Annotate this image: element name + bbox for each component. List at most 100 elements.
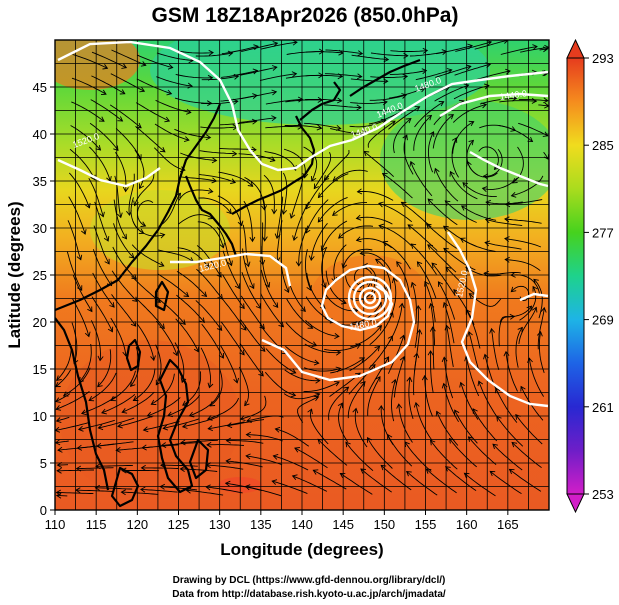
streamline-arrowhead — [128, 252, 135, 259]
streamline-arrowhead — [292, 40, 298, 46]
streamline-arrowhead — [409, 160, 416, 167]
streamline-arrowhead — [449, 170, 455, 177]
streamline — [414, 101, 444, 128]
streamline — [349, 119, 386, 128]
streamline — [388, 303, 403, 343]
streamline-arrowhead — [405, 117, 412, 124]
streamline-arrowhead — [239, 349, 245, 356]
streamline-arrowhead — [336, 97, 343, 104]
geopotential-contours — [57, 40, 549, 408]
streamline-arrowhead — [542, 131, 549, 137]
streamline — [121, 491, 159, 495]
streamline-arrowhead — [467, 330, 473, 337]
streamline — [462, 182, 497, 198]
streamline — [543, 151, 549, 160]
contour-typhoon-outer — [261, 264, 416, 382]
streamline-arrowhead — [356, 104, 362, 111]
streamline-arrowhead — [511, 95, 518, 102]
streamline — [273, 455, 309, 471]
streamline-arrowhead — [459, 237, 466, 243]
streamline-arrowhead — [155, 379, 161, 386]
streamline-arrowhead — [97, 381, 103, 388]
streamline-arrowhead — [337, 402, 343, 409]
streamline-arrowhead — [380, 118, 387, 125]
streamline-arrowhead — [290, 368, 297, 374]
streamline-arrowhead — [101, 408, 107, 415]
streamline-arrowhead — [245, 431, 252, 438]
streamline-arrowhead — [76, 254, 83, 261]
streamline-arrowhead — [360, 468, 366, 474]
coastline-hainan — [125, 338, 142, 372]
streamline-arrowhead — [271, 479, 278, 485]
streamline-arrowhead — [120, 489, 127, 496]
streamline-arrowhead — [338, 233, 344, 239]
streamline-arrowhead — [167, 63, 174, 70]
streamline-arrowhead — [225, 437, 232, 444]
streamline — [482, 177, 518, 190]
streamline — [313, 469, 347, 490]
streamline — [265, 126, 303, 129]
streamline — [324, 317, 361, 326]
streamline — [484, 354, 499, 394]
streamline-arrowhead — [121, 233, 128, 240]
streamline-arrowhead — [508, 468, 515, 475]
streamline-arrowhead — [159, 323, 165, 330]
streamline — [135, 125, 166, 153]
streamline — [89, 122, 119, 151]
streamline — [472, 408, 498, 442]
streamline — [207, 397, 240, 420]
streamline-arrowhead — [410, 243, 417, 249]
streamline-arrowhead — [247, 181, 254, 187]
streamline — [324, 344, 361, 351]
contour-line-2 — [351, 70, 549, 142]
y-tick-label: 20 — [33, 315, 47, 330]
streamline — [130, 346, 140, 387]
streamline-arrowhead — [183, 291, 190, 298]
streamline — [111, 49, 146, 66]
streamline — [538, 104, 549, 107]
streamline — [239, 91, 277, 100]
streamline-arrowhead — [399, 334, 406, 341]
streamline-arrowhead — [414, 106, 421, 112]
streamline-arrowhead — [341, 298, 347, 305]
streamline — [332, 169, 368, 182]
streamline-arrowhead — [290, 391, 297, 398]
y-tick-label: 5 — [40, 456, 47, 471]
streamline — [509, 469, 542, 492]
streamline-arrowhead — [131, 274, 137, 280]
streamline — [68, 172, 90, 208]
streamline-arrowhead — [314, 392, 321, 398]
streamline — [511, 175, 544, 197]
streamline — [178, 214, 214, 225]
streamline-arrowhead — [269, 156, 276, 162]
streamline — [276, 220, 283, 262]
streamline — [332, 202, 367, 216]
streamline — [518, 122, 549, 137]
streamline-arrowhead — [164, 116, 171, 123]
streamline — [518, 99, 548, 102]
streamline-arrowhead — [227, 50, 234, 57]
plot-area: 1440.0 1440.0 1480.0 1520.0 1520.0 1480.… — [55, 40, 549, 510]
streamline — [340, 473, 373, 495]
streamline-arrowhead — [226, 208, 232, 215]
streamline — [443, 357, 454, 399]
streamline — [345, 441, 374, 472]
streamline — [174, 128, 211, 139]
streamline — [413, 115, 432, 151]
streamline-arrowhead — [231, 150, 238, 157]
streamline-arrowhead — [406, 470, 412, 477]
x-tick-label: 165 — [497, 517, 519, 532]
y-tick-label: 10 — [33, 409, 47, 424]
streamline — [285, 99, 323, 103]
streamline — [444, 200, 477, 223]
streamline-arrowhead — [252, 68, 259, 75]
x-tick-label: 130 — [209, 517, 231, 532]
x-axis-ticks: 110 115 120 125 130 135 140 145 150 155 160 165 — [45, 510, 519, 532]
streamline — [72, 54, 108, 69]
streamline — [284, 369, 320, 382]
coastline-hokkaido — [299, 81, 342, 121]
streamline-arrowhead — [115, 447, 121, 453]
streamline — [239, 117, 276, 123]
streamline — [189, 392, 220, 417]
streamline-arrowhead — [103, 236, 110, 242]
